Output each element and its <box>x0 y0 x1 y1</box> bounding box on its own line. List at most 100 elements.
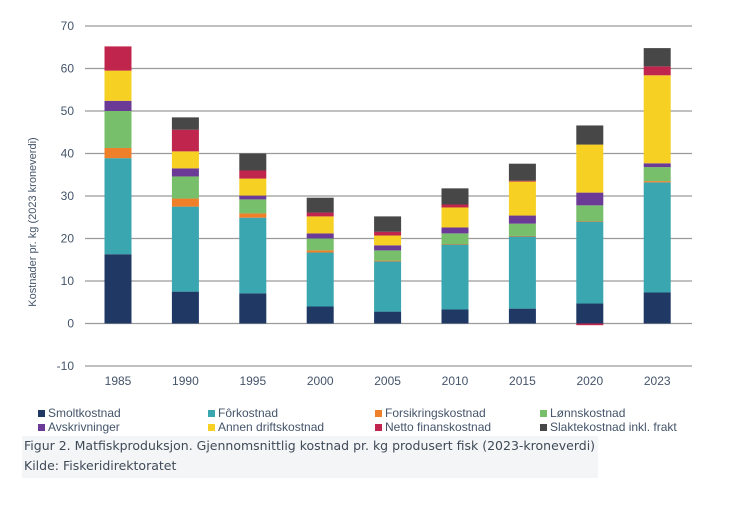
bar-segment-forsikringskostnad-1985 <box>104 147 132 159</box>
legend-swatch <box>208 423 215 431</box>
bar-segment-smoltkostnad-2000 <box>306 306 334 324</box>
bar-segment-l-nnskostnad-1985 <box>104 111 132 148</box>
legend-label: Netto finanskostnad <box>385 420 492 434</box>
y-tick-label: 70 <box>61 19 75 33</box>
caption-title: Figur 2. Matfiskproduksjon. Gjennomsnitt… <box>24 438 596 453</box>
bar-segment-f-rkostnad-2015 <box>508 236 536 309</box>
y-tick-label: 20 <box>61 232 75 246</box>
x-tick-label: 1985 <box>105 374 132 388</box>
bar-segment-f-rkostnad-2000 <box>306 252 334 307</box>
x-tick-label: 2000 <box>307 374 334 388</box>
bar-segment-l-nnskostnad-2020 <box>576 205 604 222</box>
legend-item: Forsikringskostnad <box>375 406 486 420</box>
legend-item: Slaktekostnad inkl. frakt <box>540 420 677 434</box>
x-tick-label: 2015 <box>509 374 536 388</box>
bar-segment-f-rkostnad-2005 <box>374 261 402 312</box>
bar-segment-avskrivninger-1985 <box>104 100 132 111</box>
bar-segment-l-nnskostnad-2005 <box>374 250 402 261</box>
y-axis-ticks: -10 0 10 20 30 40 50 60 70 <box>57 19 75 373</box>
bar-segment-smoltkostnad-1995 <box>239 293 267 324</box>
bar-segment-annen-driftskostnad-2015 <box>508 181 536 216</box>
legend-label: Smoltkostnad <box>48 406 121 420</box>
bar-segment-smoltkostnad-2010 <box>441 309 469 324</box>
legend-item: Avskrivninger <box>38 420 120 434</box>
legend-label: Slaktekostnad inkl. frakt <box>550 420 677 434</box>
bar-segment-f-rkostnad-1995 <box>239 217 267 294</box>
legend-item: Netto finanskostnad <box>375 420 491 434</box>
bar-segment-f-rkostnad-2023 <box>643 182 671 293</box>
x-tick-label: 2020 <box>576 374 603 388</box>
bar-segment-slaktekostnad-inkl-frakt-2000 <box>306 197 334 213</box>
legend-swatch <box>540 409 547 417</box>
bar-segment-smoltkostnad-1990 <box>171 291 199 324</box>
bar-segment-l-nnskostnad-2000 <box>306 238 334 251</box>
bar-segment-smoltkostnad-1985 <box>104 254 132 324</box>
bar-segment-forsikringskostnad-2020 <box>576 221 604 222</box>
y-tick-label: 40 <box>61 147 75 161</box>
legend-label: Lønnskostnad <box>550 406 626 420</box>
bar-segment-l-nnskostnad-1995 <box>239 199 267 214</box>
legend-item: Lønnskostnad <box>540 406 625 420</box>
bar-segment-avskrivninger-1990 <box>171 168 199 177</box>
bar-segment-annen-driftskostnad-2023 <box>643 75 671 164</box>
figure-caption: Figur 2. Matfiskproduksjon. Gjennomsnitt… <box>22 436 598 478</box>
bar-segment-l-nnskostnad-2015 <box>508 223 536 236</box>
bar-segment-netto-finanskostnad-2015 <box>508 180 536 182</box>
y-axis-label: Kostnader pr. kg (2023 kroneverdi) <box>27 137 39 306</box>
bar-segment-forsikringskostnad-1995 <box>239 213 267 218</box>
bar-segment-forsikringskostnad-2005 <box>374 260 402 262</box>
bar-segment-avskrivninger-2015 <box>508 215 536 224</box>
legend-swatch <box>208 409 215 417</box>
y-tick-label: 10 <box>61 274 75 288</box>
bar-segment-annen-driftskostnad-2020 <box>576 144 604 193</box>
bar-segment-forsikringskostnad-2015 <box>508 235 536 237</box>
y-tick-label: 0 <box>67 317 74 331</box>
x-tick-label: 2023 <box>644 374 671 388</box>
bar-segment-slaktekostnad-inkl-frakt-2023 <box>643 48 671 67</box>
bar-segment-avskrivninger-2023 <box>643 163 671 168</box>
bar-segment-netto-finanskostnad-2023 <box>643 66 671 76</box>
bar-segment-slaktekostnad-inkl-frakt-2020 <box>576 125 604 145</box>
bar-segment-forsikringskostnad-2010 <box>441 244 469 245</box>
legend-item: Annen driftskostnad <box>208 420 324 434</box>
bar-segment-forsikringskostnad-2023 <box>643 181 671 183</box>
bar-segment-f-rkostnad-1990 <box>171 206 199 292</box>
legend-label: Forsikringskostnad <box>385 406 486 420</box>
stacked-bar-chart: -10 0 10 20 30 40 50 60 70 1985 1990 1995 2000 2005 2… <box>27 19 692 388</box>
y-tick-label: 30 <box>61 189 75 203</box>
x-axis-ticks: 1985 1990 1995 2000 2005 2010 2015 2020 2023 <box>105 374 671 388</box>
bars <box>104 46 671 326</box>
bar-segment-netto-finanskostnad-2005 <box>374 231 402 236</box>
bar-segment-annen-driftskostnad-2000 <box>306 216 334 234</box>
bar-segment-netto-finanskostnad-1995 <box>239 170 267 179</box>
legend-label: Annen driftskostnad <box>218 420 325 434</box>
legend-swatch <box>38 423 45 431</box>
x-tick-label: 1995 <box>239 374 266 388</box>
bar-segment-smoltkostnad-2020 <box>576 303 604 324</box>
bar-segment-netto-finanskostnad-2020 <box>576 323 604 326</box>
bar-segment-annen-driftskostnad-1985 <box>104 70 132 101</box>
bar-segment-netto-finanskostnad-1985 <box>104 46 132 71</box>
bar-segment-slaktekostnad-inkl-frakt-2010 <box>441 188 469 205</box>
bar-segment-netto-finanskostnad-2010 <box>441 204 469 208</box>
legend-swatch <box>540 423 547 431</box>
legend-swatch <box>375 423 382 431</box>
bar-segment-avskrivninger-2010 <box>441 227 469 234</box>
bar-segment-smoltkostnad-2023 <box>643 292 671 324</box>
legend-label: Fôrkostnad <box>218 406 279 420</box>
bar-segment-slaktekostnad-inkl-frakt-1995 <box>239 153 267 171</box>
x-tick-label: 2010 <box>442 374 469 388</box>
x-tick-label: 2005 <box>374 374 401 388</box>
bar-segment-netto-finanskostnad-1990 <box>171 129 199 152</box>
bar-segment-annen-driftskostnad-1990 <box>171 151 199 169</box>
bar-segment-l-nnskostnad-2010 <box>441 233 469 245</box>
bar-segment-f-rkostnad-2010 <box>441 244 469 310</box>
bar-segment-smoltkostnad-2005 <box>374 311 402 324</box>
bar-segment-f-rkostnad-2020 <box>576 221 604 304</box>
bar-segment-avskrivninger-2005 <box>374 245 402 251</box>
bar-segment-slaktekostnad-inkl-frakt-2015 <box>508 163 536 181</box>
bar-segment-smoltkostnad-2015 <box>508 308 536 324</box>
bar-segment-l-nnskostnad-2023 <box>643 167 671 182</box>
legend-label: Avskrivninger <box>48 420 120 434</box>
bar-segment-annen-driftskostnad-2005 <box>374 235 402 246</box>
